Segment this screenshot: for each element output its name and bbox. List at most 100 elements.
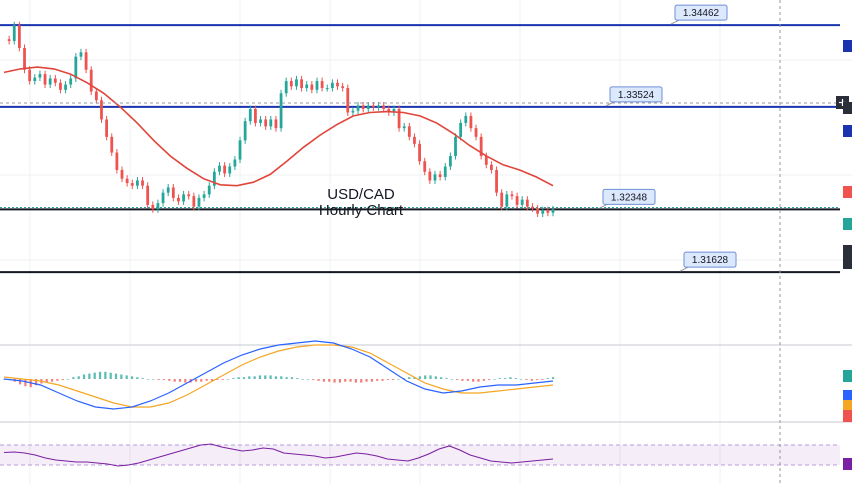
macd-histogram-bar bbox=[216, 379, 219, 380]
level-label-box bbox=[602, 188, 656, 205]
macd-histogram-bar bbox=[530, 379, 533, 381]
macd-histogram-bar bbox=[322, 379, 326, 382]
macd-histogram-bar bbox=[82, 374, 86, 379]
macd-histogram-bar bbox=[450, 379, 453, 380]
candle-body bbox=[469, 115, 473, 129]
candle-body bbox=[125, 178, 129, 184]
candle-body bbox=[197, 197, 201, 207]
candle-body bbox=[269, 119, 273, 127]
level-label-text: 1.32348 bbox=[611, 192, 648, 203]
macd-histogram-bar bbox=[226, 379, 230, 380]
macd-histogram-bar bbox=[168, 379, 171, 381]
candle-body bbox=[64, 84, 67, 90]
candle-body bbox=[33, 77, 37, 82]
macd-histogram-bar bbox=[269, 375, 272, 379]
candle-body bbox=[546, 210, 550, 213]
macd-histogram-bar bbox=[136, 377, 139, 379]
candle-body bbox=[48, 78, 52, 85]
candle-body bbox=[520, 199, 524, 205]
price-levels bbox=[0, 24, 840, 274]
candle-body bbox=[43, 74, 47, 85]
moving-average-line bbox=[3, 66, 554, 187]
level-label-box bbox=[683, 251, 737, 268]
macd-histogram-bar bbox=[488, 379, 491, 380]
macd-histogram-bar bbox=[61, 379, 64, 380]
candle-body bbox=[115, 152, 119, 170]
candle-body bbox=[315, 81, 319, 90]
candle-body bbox=[484, 156, 488, 165]
candle-body bbox=[433, 174, 437, 181]
price-axis-tag bbox=[843, 218, 852, 230]
macd-histogram-bar bbox=[157, 379, 160, 380]
macd-histogram-bar bbox=[397, 379, 400, 380]
candle-body bbox=[254, 108, 257, 123]
candle-body bbox=[156, 203, 160, 210]
candle-body bbox=[166, 187, 170, 193]
candle-body bbox=[130, 183, 134, 186]
macd-histogram-bar bbox=[248, 376, 251, 379]
candle-body bbox=[490, 164, 493, 170]
candle-body bbox=[207, 185, 211, 195]
candle-body bbox=[541, 210, 545, 214]
candle-body bbox=[59, 82, 62, 90]
candle-body bbox=[84, 52, 88, 70]
price-axis-tag bbox=[843, 102, 852, 114]
macd-histogram-bar bbox=[317, 379, 320, 381]
macd-histogram-bar bbox=[472, 379, 475, 382]
candle-body bbox=[366, 105, 370, 109]
macd-histogram-bar bbox=[232, 378, 235, 379]
level-label-box bbox=[609, 86, 663, 103]
macd-histogram-bar bbox=[328, 379, 331, 382]
macd-histogram-bar bbox=[178, 379, 182, 382]
candle-body bbox=[223, 165, 227, 174]
macd-histogram-bar bbox=[98, 371, 102, 379]
candle-body bbox=[110, 136, 114, 153]
rsi-pane bbox=[0, 443, 840, 467]
macd-histogram-bar bbox=[445, 378, 448, 379]
candle-body bbox=[7, 39, 11, 41]
candle-body bbox=[500, 192, 504, 207]
candle-body bbox=[12, 25, 16, 41]
candle-body bbox=[346, 88, 350, 113]
price-axis-tag bbox=[843, 186, 852, 198]
candle-body bbox=[459, 122, 463, 137]
macd-histogram-bar bbox=[290, 377, 294, 379]
candle-body bbox=[17, 25, 21, 48]
macd-histogram-bar bbox=[493, 379, 496, 380]
macd-histogram-bar bbox=[546, 378, 549, 379]
macd-histogram-bar bbox=[386, 379, 389, 380]
candle-body bbox=[212, 171, 216, 186]
macd-histogram-bar bbox=[56, 379, 59, 381]
macd-histogram-bar bbox=[104, 371, 107, 379]
candle-body bbox=[23, 47, 26, 70]
macd-histogram-bar bbox=[498, 378, 501, 379]
macd-histogram-bar bbox=[242, 377, 246, 379]
macd-histogram-bar bbox=[184, 379, 187, 383]
macd-histogram-bar bbox=[392, 379, 395, 380]
macd-histogram-bar bbox=[152, 379, 155, 380]
macd-histogram-bar bbox=[114, 373, 118, 379]
macd-histogram-bar bbox=[146, 379, 150, 380]
macd-histogram-bar bbox=[301, 379, 304, 380]
candle-body bbox=[402, 126, 406, 129]
macd-histogram-bar bbox=[280, 376, 283, 379]
candle-body bbox=[423, 161, 427, 172]
macd-histogram-bar bbox=[381, 379, 384, 381]
candle-body bbox=[377, 105, 380, 108]
candle-body bbox=[259, 119, 262, 123]
macd-histogram-bar bbox=[200, 379, 203, 382]
candle-body bbox=[372, 105, 375, 108]
price-axis-tag bbox=[843, 245, 852, 257]
level-label-text: 1.34462 bbox=[683, 8, 720, 19]
macd-histogram-bar bbox=[194, 379, 198, 382]
candle-body bbox=[279, 93, 283, 129]
candle-body bbox=[443, 166, 447, 177]
candle-body bbox=[182, 194, 185, 202]
candle-body bbox=[361, 105, 365, 109]
candle-body bbox=[325, 88, 329, 90]
macd-histogram-bar bbox=[285, 377, 288, 379]
macd-histogram-bar bbox=[296, 378, 299, 379]
macd-histogram-bar bbox=[413, 377, 416, 379]
macd-histogram-bar bbox=[509, 377, 512, 379]
